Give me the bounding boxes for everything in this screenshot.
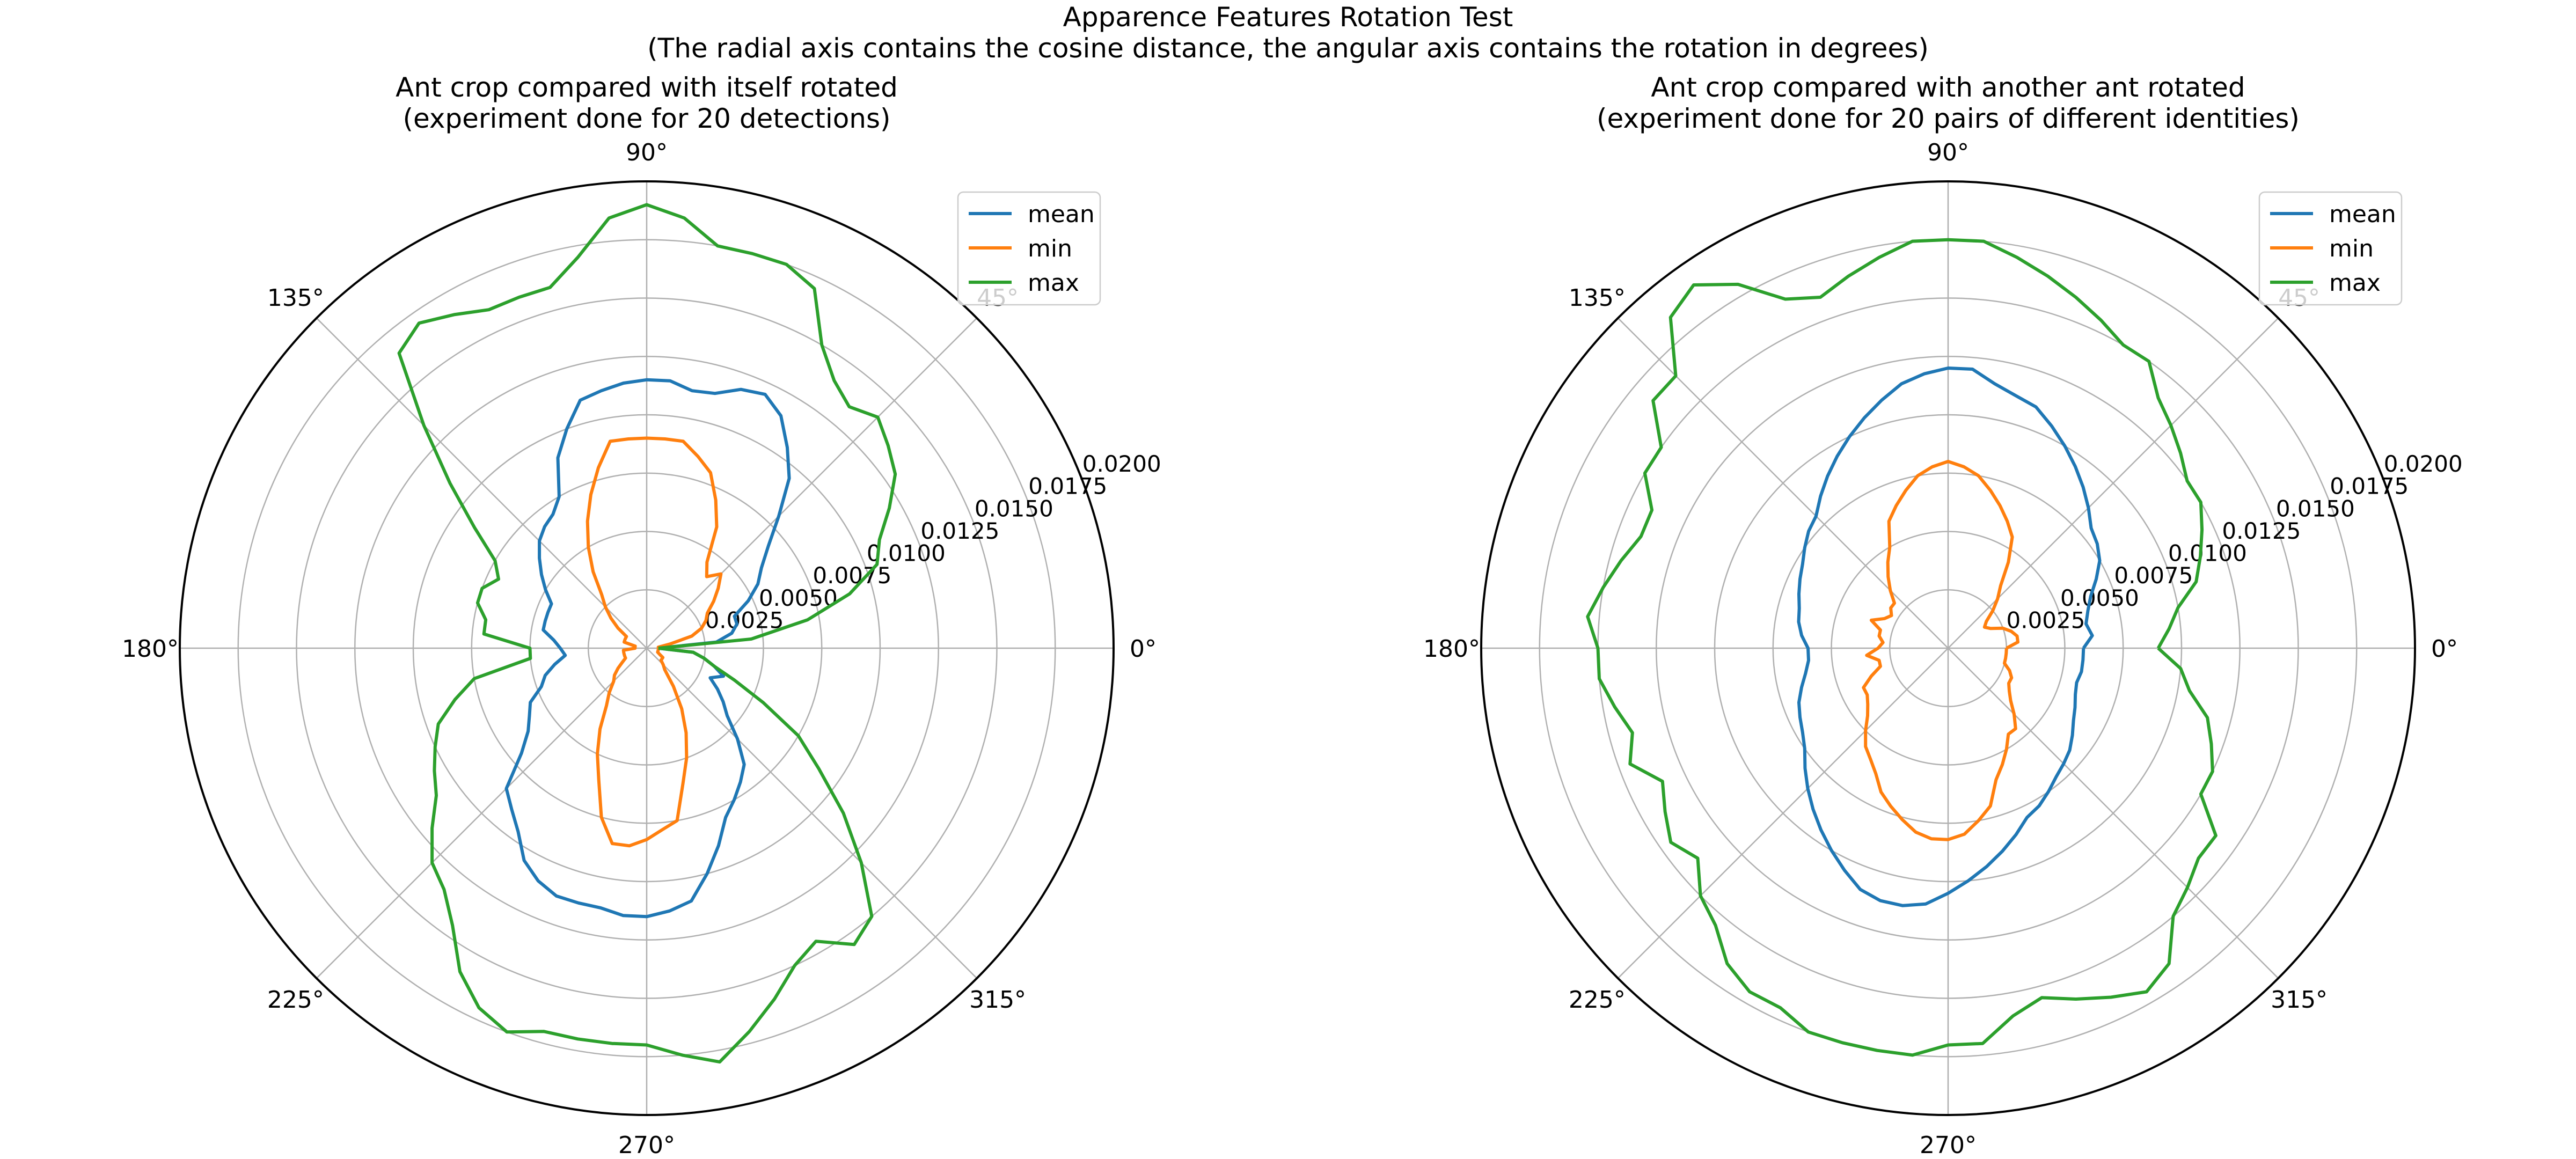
figure-title: Apparence Features Rotation Test xyxy=(1063,2,1513,33)
radial-tick-label: 0.0125 xyxy=(920,518,999,544)
angular-tick-label: 0° xyxy=(1130,635,1157,663)
panel-left-title: Ant crop compared with itself rotated xyxy=(396,72,898,103)
series-line-mean xyxy=(504,378,791,919)
angular-gridline xyxy=(316,648,647,979)
angular-tick-label: 0° xyxy=(2431,635,2458,663)
angular-tick-label: 135° xyxy=(1569,284,1626,312)
angular-gridline xyxy=(1948,648,2279,979)
legend-left-frame xyxy=(957,191,1101,306)
angular-gridline xyxy=(646,317,978,649)
angular-gridline xyxy=(646,648,978,979)
radial-tick-label: 0.0100 xyxy=(2168,540,2247,567)
figure-subtitle: (The radial axis contains the cosine dis… xyxy=(647,33,1929,64)
series-line-mean xyxy=(1797,366,2102,907)
polar-outer-spine xyxy=(1480,180,2416,1116)
angular-gridline xyxy=(1617,317,1949,649)
angular-tick-label: 315° xyxy=(969,986,1026,1014)
series-line-max xyxy=(397,203,897,1064)
angular-tick-label: 90° xyxy=(626,139,668,166)
radial-tick-label: 0.0175 xyxy=(1028,473,1107,500)
radial-tick-label: 0.0075 xyxy=(2114,562,2193,589)
polar-outer-spine xyxy=(179,180,1115,1116)
radial-tick-label: 0.0050 xyxy=(759,585,838,611)
legend-left-label-min: min xyxy=(1028,235,1072,262)
radial-tick-label: 0.0075 xyxy=(813,562,891,589)
angular-tick-label: 225° xyxy=(1569,986,1626,1014)
panel-right-title: Ant crop compared with another ant rotat… xyxy=(1651,72,2245,103)
legend-right: mean min max xyxy=(2258,191,2403,306)
radial-tick-label: 0.0125 xyxy=(2222,518,2301,544)
angular-tick-label: 135° xyxy=(267,284,324,312)
radial-tick-label: 0.0025 xyxy=(705,607,784,633)
angular-tick-label: 90° xyxy=(1927,139,1969,166)
panel-right: Ant crop compared with another ant rotat… xyxy=(1423,72,2463,1159)
angular-tick-label: 180° xyxy=(122,635,179,663)
series-line-min xyxy=(586,436,723,848)
radial-tick-label: 0.0200 xyxy=(1082,451,1161,477)
legend-right-label-max: max xyxy=(2329,269,2381,297)
series-line-max xyxy=(1586,238,2218,1057)
legend-right-label-mean: mean xyxy=(2329,201,2396,228)
radial-tick-label: 0.0025 xyxy=(2006,607,2085,633)
angular-tick-label: 315° xyxy=(2271,986,2328,1014)
angular-tick-label: 270° xyxy=(1920,1132,1977,1159)
panel-right-subtitle: (experiment done for 20 pairs of differe… xyxy=(1597,103,2300,134)
angular-gridline xyxy=(316,317,647,649)
angular-gridline xyxy=(1617,648,1949,979)
radial-tick-label: 0.0050 xyxy=(2060,585,2139,611)
angular-gridline xyxy=(1948,317,2279,649)
legend-right-label-min: min xyxy=(2329,235,2374,262)
polar-plot-left: 0°45°90°135°180°225°270°315°0.00250.0050… xyxy=(122,139,1161,1159)
radial-tick-label: 0.0150 xyxy=(2276,495,2355,522)
angular-tick-label: 180° xyxy=(1423,635,1480,663)
legend-left-label-mean: mean xyxy=(1028,201,1095,228)
legend-right-frame xyxy=(2258,191,2403,306)
angular-tick-label: 225° xyxy=(267,986,324,1014)
legend-left-label-max: max xyxy=(1028,269,1079,297)
polar-plot-right: 0°45°90°135°180°225°270°315°0.00250.0050… xyxy=(1423,139,2463,1159)
panel-left: Ant crop compared with itself rotated (e… xyxy=(122,72,1161,1159)
radial-tick-label: 0.0150 xyxy=(975,495,1053,522)
radial-tick-label: 0.0175 xyxy=(2330,473,2409,500)
legend-left: mean min max xyxy=(957,191,1101,306)
angular-tick-label: 270° xyxy=(618,1132,675,1159)
radial-tick-label: 0.0200 xyxy=(2384,451,2463,477)
series-line-min xyxy=(1862,460,2019,841)
panel-left-subtitle: (experiment done for 20 detections) xyxy=(402,103,890,134)
